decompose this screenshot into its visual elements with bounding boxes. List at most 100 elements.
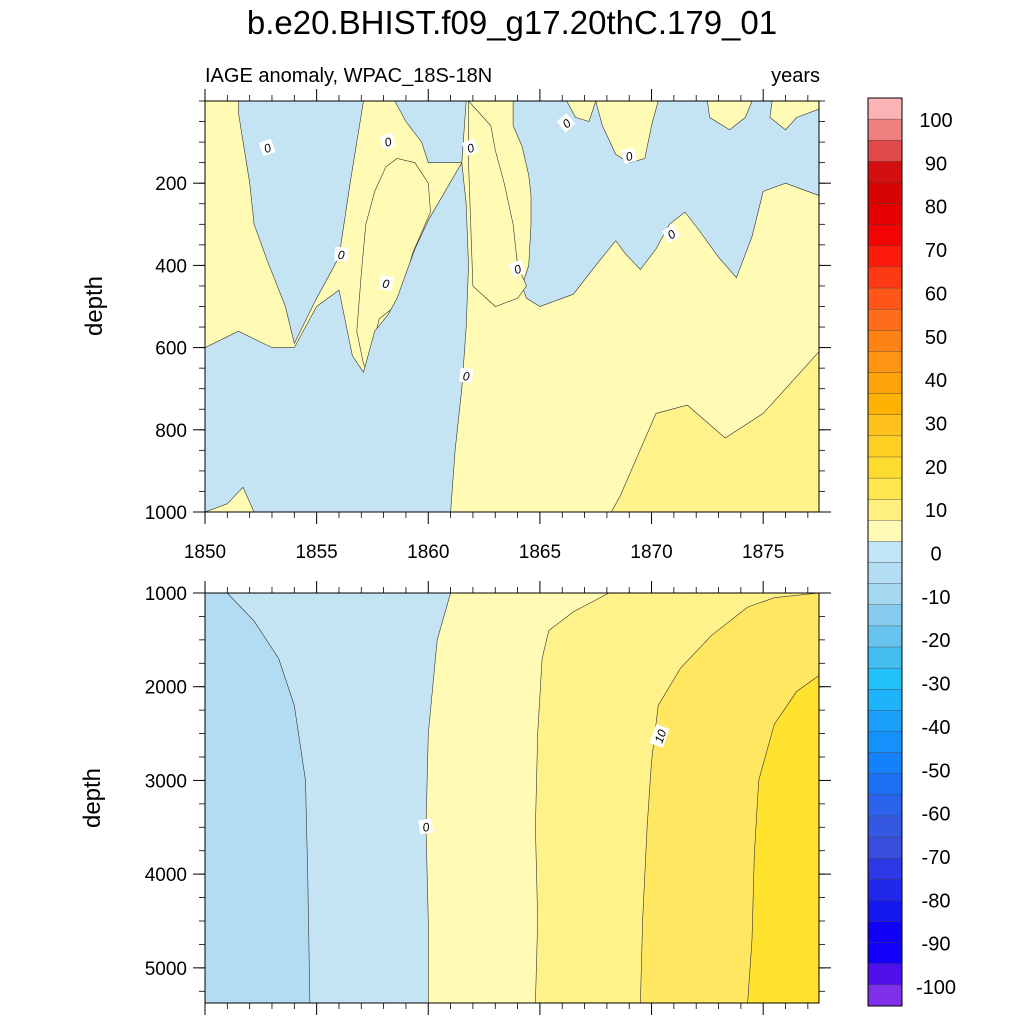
colorbar-swatch (867, 520, 903, 542)
colorbar-swatch (867, 203, 903, 226)
top-contour-region-6 (566, 101, 819, 164)
colorbar-label: -30 (922, 674, 951, 696)
colorbar-label: 30 (925, 413, 947, 435)
colorbar-label: -40 (922, 717, 951, 739)
colorbar-label: -20 (922, 630, 951, 652)
panel-left-string: IAGE anomaly, WPAC_18S-18N (205, 65, 492, 87)
colorbar-label: 100 (919, 110, 952, 132)
top-contour-label-text: 0 (512, 262, 523, 278)
colorbar-swatch (867, 794, 903, 817)
colorbar-label: 10 (925, 500, 947, 522)
bottom-contour-label: 0 (418, 818, 434, 835)
top-y-axis-label: depth (81, 276, 108, 336)
top-y-tick-label: 1000 (145, 503, 187, 524)
colorbar-swatch (867, 118, 903, 141)
top-x-tick-label: 1850 (184, 542, 226, 563)
colorbar-label: -80 (922, 890, 951, 912)
top-contour-label: 0 (508, 259, 526, 278)
top-contour-label-text: 0 (624, 149, 634, 164)
colorbar-label: 0 (930, 544, 941, 566)
bottom-y-axis-label: depth (79, 768, 106, 828)
colorbar-swatch (867, 689, 903, 711)
colorbar-label: 70 (925, 240, 947, 262)
colorbar-swatch (867, 963, 903, 986)
bottom-contour-label: 10 (649, 724, 670, 748)
colorbar-swatch (867, 97, 903, 120)
top-y-tick-label: 800 (155, 421, 187, 442)
colorbar-swatch (867, 583, 903, 606)
colorbar-swatch (867, 161, 903, 183)
colorbar-swatch (867, 266, 903, 289)
top-x-tick-label: 1860 (407, 542, 449, 563)
top-contour-region-5 (468, 101, 527, 307)
bottom-y-tick-label: 5000 (145, 959, 187, 980)
colorbar-label: 50 (925, 327, 947, 349)
top-contour-label-text: 0 (337, 248, 345, 263)
colorbar-swatch (867, 752, 903, 775)
colorbar-label: -70 (922, 847, 951, 869)
top-contour-label: 0 (459, 367, 474, 384)
colorbar-label: -50 (922, 760, 951, 782)
colorbar-swatch (867, 287, 903, 310)
colorbar-swatch (867, 562, 903, 585)
panel-right-string: years (771, 65, 820, 87)
top-contour-label-text: 0 (465, 140, 476, 156)
top-x-tick-label: 1870 (630, 542, 672, 563)
colorbar-swatch (867, 857, 903, 880)
top-y-tick-label: 600 (155, 339, 187, 360)
colorbar-swatch (867, 393, 903, 416)
top-contour-region-2 (205, 101, 819, 345)
colorbar-swatch (867, 646, 903, 669)
colorbar-swatch (867, 900, 903, 923)
top-contour-label: 0 (556, 113, 576, 133)
top-x-tick-label: 1855 (295, 542, 337, 563)
top-contour-label: 0 (258, 138, 276, 157)
top-contour-region-7 (566, 101, 597, 122)
colorbar-swatch (867, 984, 903, 1007)
colorbar-label: -100 (916, 977, 956, 999)
colorbar-label: 80 (925, 197, 947, 219)
top-contour-label: 0 (379, 132, 396, 150)
bottom-frame (204, 592, 820, 1004)
top-contour-label: 0 (461, 138, 479, 157)
colorbar-swatch (867, 625, 903, 648)
top-contour-region-1 (611, 351, 819, 512)
top-x-tick-label: 1875 (742, 542, 784, 563)
colorbar-swatch (867, 182, 903, 205)
colorbar-swatch (867, 435, 903, 458)
bottom-contour-label-text: 10 (652, 727, 670, 745)
colorbar: 1009080706050403020100-10-20-30-40-50-60… (867, 97, 956, 1007)
colorbar-swatch (867, 140, 903, 162)
bottom-y-tick-label: 1000 (145, 584, 187, 605)
colorbar-swatch (867, 879, 903, 901)
top-contour-label: 0 (378, 274, 394, 291)
colorbar-swatch (867, 245, 903, 268)
colorbar-swatch (867, 773, 903, 796)
colorbar-swatch (867, 351, 903, 374)
colorbar-swatch (867, 710, 903, 732)
top-contour-region-4 (205, 161, 469, 512)
bottom-contour-label-text: 0 (421, 820, 430, 835)
colorbar-label: -60 (922, 804, 951, 826)
top-x-tick-label: 1865 (519, 542, 561, 563)
colorbar-swatch (867, 604, 903, 627)
colorbar-frame (867, 97, 903, 1007)
colorbar-label: -90 (922, 934, 951, 956)
colorbar-swatch (867, 477, 903, 500)
colorbar-swatch (867, 456, 903, 479)
colorbar-swatch (867, 308, 903, 331)
chart-title: b.e20.BHIST.f09_g17.20thC.179_01 (247, 4, 777, 41)
colorbar-label: 60 (925, 283, 947, 305)
colorbar-swatch (867, 921, 903, 944)
top-contour-label-text: 0 (381, 276, 390, 291)
colorbar-swatch (867, 499, 903, 521)
top-contour-label: 0 (661, 224, 681, 244)
top-y-tick-label: 200 (155, 174, 187, 195)
colorbar-swatch (867, 224, 903, 247)
top-y-tick-label: 400 (155, 256, 187, 277)
colorbar-swatch (867, 731, 903, 754)
bottom-contour-region-5 (747, 675, 819, 1003)
colorbar-label: 20 (925, 457, 947, 479)
top-contour-label-text: 0 (262, 140, 273, 156)
